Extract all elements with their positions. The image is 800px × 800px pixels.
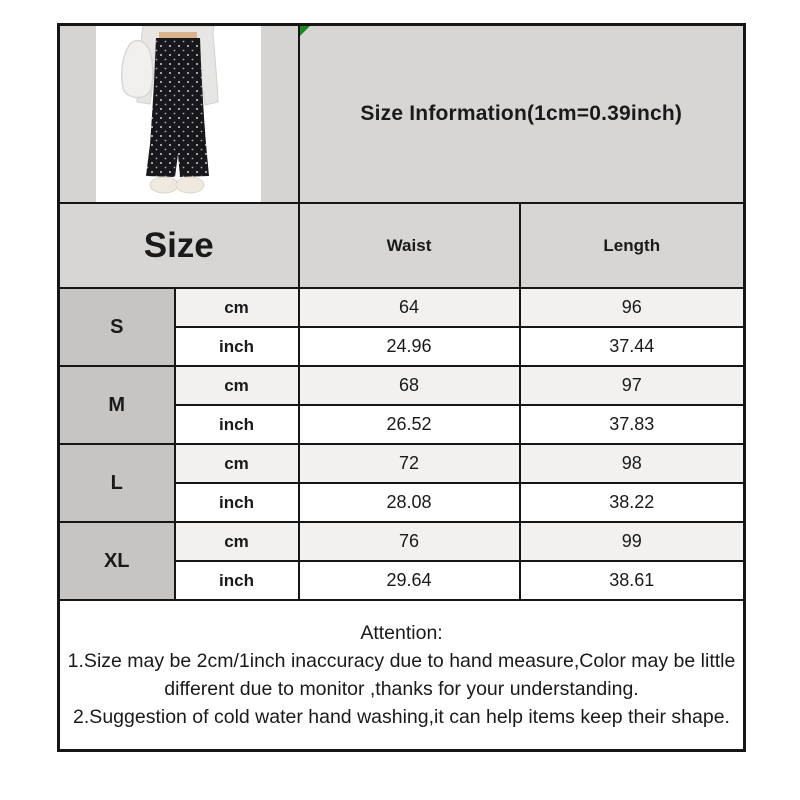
table-row-attention: Attention: 1.Size may be 2cm/1inch inacc… bbox=[57, 599, 746, 752]
table-row-m-cm: M cm 68 97 bbox=[57, 365, 746, 445]
size-chart-table: Size Information(1cm=0.39inch) Size Wais… bbox=[57, 23, 747, 752]
table-row-header-image: Size Information(1cm=0.39inch) bbox=[57, 23, 746, 204]
waist-value-cell: 26.52 bbox=[297, 404, 521, 445]
waist-column-header: Waist bbox=[297, 202, 521, 289]
table-row-s-inch: inch 24.96 37.44 bbox=[59, 326, 746, 367]
unit-cell: inch bbox=[173, 326, 300, 367]
length-value-cell: 98 bbox=[518, 443, 746, 484]
waist-value-cell: 76 bbox=[297, 521, 521, 562]
product-photo-illustration bbox=[96, 26, 261, 202]
length-value-cell: 38.22 bbox=[518, 482, 746, 523]
waist-skin bbox=[159, 32, 197, 40]
length-value-cell: 37.83 bbox=[518, 404, 746, 445]
attention-note-1: 1.Size may be 2cm/1inch inaccuracy due t… bbox=[67, 650, 736, 700]
length-column-header: Length bbox=[518, 202, 746, 289]
size-label-m: M bbox=[57, 365, 176, 445]
length-value-cell: 97 bbox=[518, 365, 746, 406]
unit-cell: cm bbox=[173, 443, 300, 484]
cell-flag-icon bbox=[300, 26, 310, 35]
table-row-l-cm: L cm 72 98 bbox=[57, 443, 746, 523]
waist-value-cell: 72 bbox=[297, 443, 521, 484]
table-row-m-inch: inch 26.52 37.83 bbox=[59, 404, 746, 445]
left-shoe bbox=[149, 176, 179, 194]
unit-cell: cm bbox=[173, 521, 300, 562]
size-info-title: Size Information(1cm=0.39inch) bbox=[360, 102, 683, 125]
unit-cell: inch bbox=[173, 560, 300, 601]
pants-dots bbox=[146, 38, 209, 177]
waist-value-cell: 64 bbox=[297, 287, 521, 328]
right-shoe bbox=[175, 176, 205, 194]
unit-cell: cm bbox=[173, 365, 300, 406]
unit-cell: cm bbox=[173, 287, 300, 328]
length-value-cell: 99 bbox=[518, 521, 746, 562]
product-photo bbox=[96, 26, 261, 202]
waist-value-cell: 68 bbox=[297, 365, 521, 406]
bag-shape bbox=[120, 39, 154, 99]
unit-cell: inch bbox=[173, 482, 300, 523]
length-value-cell: 37.44 bbox=[518, 326, 746, 367]
table-row-xl-inch: inch 29.64 38.61 bbox=[59, 560, 746, 601]
waist-value-cell: 29.64 bbox=[297, 560, 521, 601]
waist-value-cell: 24.96 bbox=[297, 326, 521, 367]
size-column-header: Size bbox=[57, 202, 300, 289]
product-image-cell bbox=[57, 23, 300, 204]
table-row-column-headers: Size Waist Length bbox=[57, 202, 746, 289]
table-row-xl-cm: XL cm 76 99 bbox=[57, 521, 746, 601]
table-row-l-inch: inch 28.08 38.22 bbox=[59, 482, 746, 523]
size-label-l: L bbox=[57, 443, 176, 523]
attention-box: Attention: 1.Size may be 2cm/1inch inacc… bbox=[57, 599, 746, 752]
length-value-cell: 38.61 bbox=[518, 560, 746, 601]
length-value-cell: 96 bbox=[518, 287, 746, 328]
waist-value-cell: 28.08 bbox=[297, 482, 521, 523]
attention-note-2: 2.Suggestion of cold water hand washing,… bbox=[73, 706, 730, 728]
attention-title: Attention: bbox=[360, 622, 443, 644]
size-info-title-cell: Size Information(1cm=0.39inch) bbox=[297, 23, 746, 204]
size-label-s: S bbox=[57, 287, 176, 367]
size-label-xl: XL bbox=[57, 521, 176, 601]
unit-cell: inch bbox=[173, 404, 300, 445]
table-row-s-cm: S cm 64 96 bbox=[57, 287, 746, 367]
